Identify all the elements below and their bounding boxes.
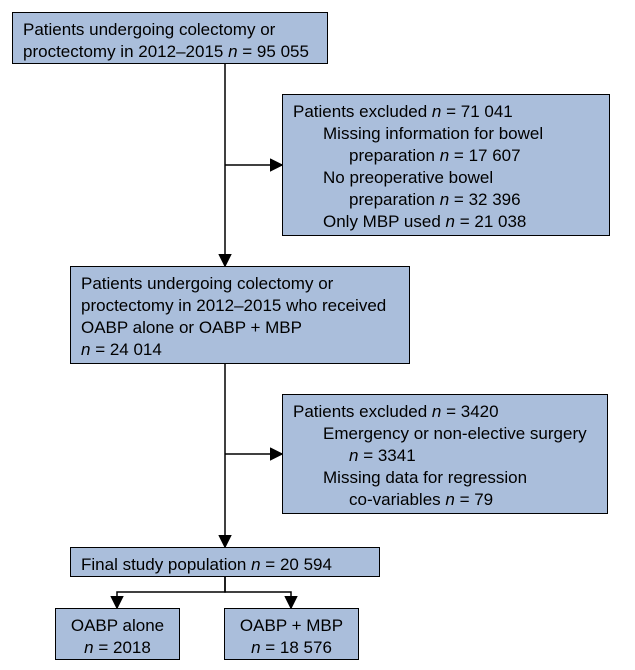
node-oabp-alone: OABP alone n = 2018 xyxy=(55,608,180,660)
node-start: Patients undergoing colectomy or proctec… xyxy=(12,12,328,64)
flowchart-canvas: Patients undergoing colectomy or proctec… xyxy=(0,0,635,670)
n-var: n xyxy=(251,555,260,574)
text: = 20 594 xyxy=(261,555,332,574)
text: OABP + MBP xyxy=(240,616,343,635)
text: = 18 576 xyxy=(261,638,332,657)
text: Patients undergoing colectomy or xyxy=(81,274,333,293)
node-oabp-mbp: OABP + MBP n = 18 576 xyxy=(224,608,359,660)
node-exclusion-2: Patients excluded n = 3420 Emergency or … xyxy=(282,394,608,514)
n-var: n xyxy=(84,638,93,657)
n-var: n xyxy=(251,638,260,657)
text: = 2018 xyxy=(94,638,151,657)
text: Missing information for bowel xyxy=(293,123,599,145)
text: Emergency or non-elective surgery xyxy=(293,423,597,445)
text: Only MBP used n = 21 038 xyxy=(293,211,599,233)
text: Missing data for regression xyxy=(293,467,597,489)
node-filtered: Patients undergoing colectomy or proctec… xyxy=(70,266,410,364)
n-var: n xyxy=(432,402,441,421)
node-final-population: Final study population n = 20 594 xyxy=(70,547,380,577)
text: = 95 055 xyxy=(238,42,309,61)
text: preparation n = 17 607 xyxy=(293,145,599,167)
node-exclusion-1: Patients excluded n = 71 041 Missing inf… xyxy=(282,94,610,236)
text: proctectomy in 2012–2015 who received xyxy=(81,296,386,315)
text: Patients undergoing colectomy or xyxy=(23,20,275,39)
text: n = 3341 xyxy=(293,445,597,467)
text: = 24 014 xyxy=(90,340,161,359)
text: preparation n = 32 396 xyxy=(293,189,599,211)
text: = 3420 xyxy=(441,402,498,421)
text: OABP alone or OABP + MBP xyxy=(81,318,302,337)
text: proctectomy in 2012–2015 xyxy=(23,42,228,61)
text: co-variables n = 79 xyxy=(293,489,597,511)
n-var: n xyxy=(432,102,441,121)
text: No preoperative bowel xyxy=(293,167,599,189)
text: Patients excluded xyxy=(293,102,432,121)
n-var: n xyxy=(228,42,237,61)
text: Final study population xyxy=(81,555,251,574)
text: OABP alone xyxy=(71,616,164,635)
text: = 71 041 xyxy=(441,102,512,121)
text: Patients excluded xyxy=(293,402,432,421)
